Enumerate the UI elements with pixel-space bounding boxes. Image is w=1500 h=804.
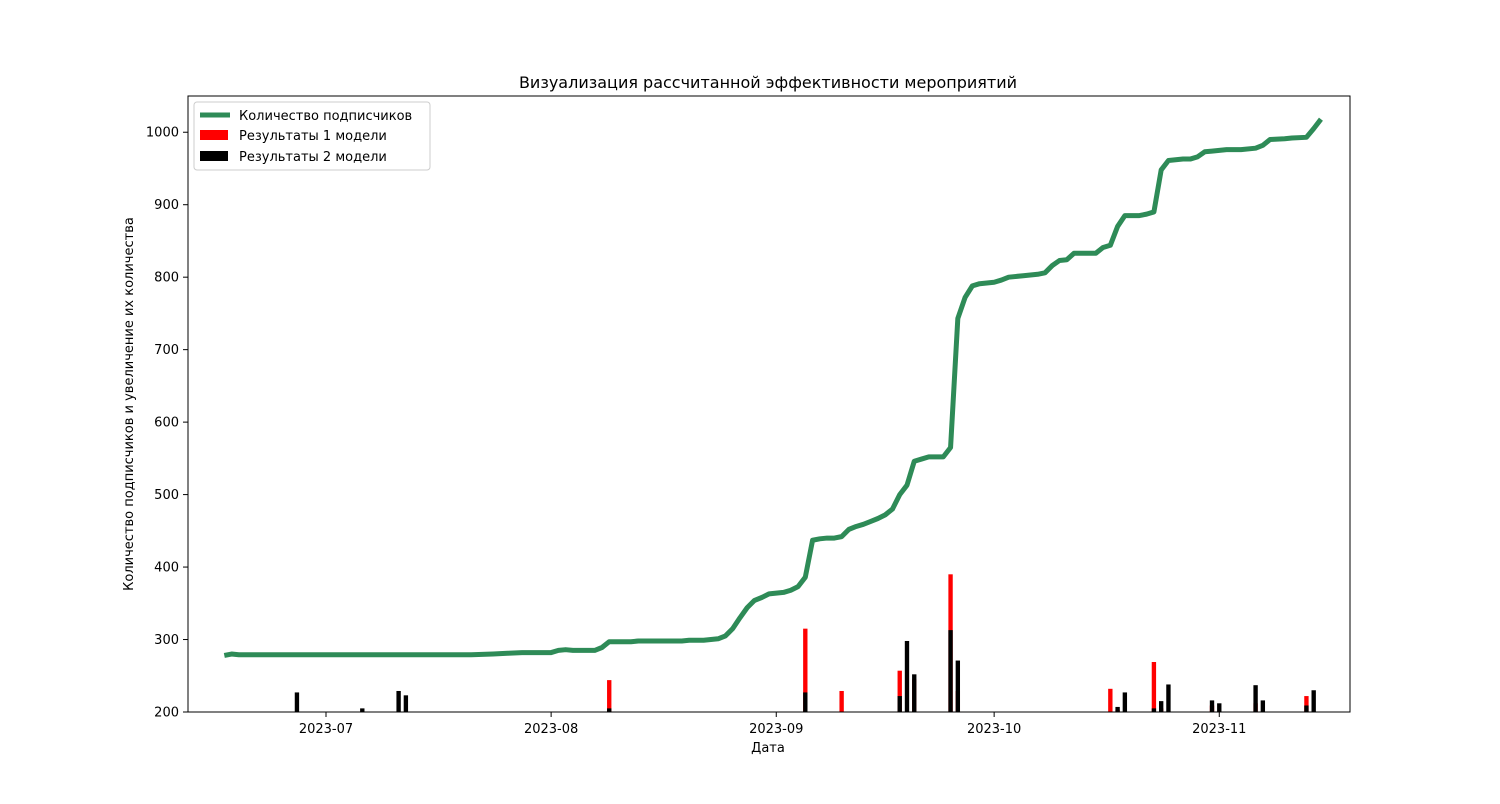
model1-bar-9 bbox=[1151, 662, 1157, 712]
legend: Количество подписчиков Результаты 1 моде… bbox=[193, 101, 431, 171]
model2-bar-11 bbox=[1115, 706, 1120, 712]
model2-bar-21 bbox=[1311, 690, 1316, 712]
model2-bar-5 bbox=[803, 692, 808, 712]
legend-swatch-model2 bbox=[200, 151, 228, 161]
y-tick-label-5: 700 bbox=[154, 343, 179, 358]
model2-bar-4 bbox=[607, 708, 612, 712]
model2-bar-13 bbox=[1151, 708, 1157, 712]
model1-bar-0 bbox=[607, 680, 612, 712]
model2-bar-19 bbox=[1260, 700, 1266, 712]
model2-bar-2 bbox=[396, 690, 401, 712]
model2-bar-12 bbox=[1122, 692, 1128, 712]
plot-frame bbox=[187, 95, 1351, 713]
model2-bar-17 bbox=[1217, 703, 1222, 712]
model2-bar-3 bbox=[403, 695, 409, 712]
y-tick-label-6: 800 bbox=[154, 271, 179, 286]
y-axis: 200 300 400 500 600 700 800 900 1000 bbox=[146, 126, 188, 721]
legend-label-subscribers: Количество подписчиков bbox=[239, 109, 412, 124]
x-tick-label-0: 2023-07 bbox=[299, 722, 353, 737]
y-tick-label-1: 300 bbox=[154, 633, 179, 648]
model1-bar-3 bbox=[897, 670, 902, 712]
model2-bar-0 bbox=[294, 692, 300, 712]
x-axis-label: Дата bbox=[751, 741, 785, 756]
y-tick-label-3: 500 bbox=[154, 488, 179, 503]
model1-bar-7 bbox=[1108, 688, 1113, 712]
x-tick-label-1: 2023-08 bbox=[524, 722, 578, 737]
y-tick-label-7: 900 bbox=[154, 198, 179, 213]
model2-bar-10 bbox=[955, 660, 961, 712]
model2-bar-16 bbox=[1209, 700, 1215, 712]
model2-bar-18 bbox=[1253, 685, 1258, 712]
x-tick-label-3: 2023-10 bbox=[967, 722, 1021, 737]
y-axis-label: Количество подписчиков и увеличение их к… bbox=[122, 217, 137, 591]
x-tick-label-2: 2023-09 bbox=[749, 722, 803, 737]
model2-bar-6 bbox=[897, 696, 902, 712]
chart-title: Визуализация рассчитанной эффективности … bbox=[519, 73, 1017, 92]
legend-label-model2: Результаты 2 модели bbox=[239, 150, 387, 165]
y-tick-label-0: 200 bbox=[154, 706, 179, 721]
model2-bar-8 bbox=[912, 674, 917, 712]
model2-bar-9 bbox=[948, 630, 953, 712]
y-tick-label-2: 400 bbox=[154, 561, 179, 576]
x-axis: 2023-07 2023-08 2023-09 2023-10 2023-11 bbox=[299, 712, 1246, 737]
model2-bar-1 bbox=[360, 708, 365, 712]
model2-bar-14 bbox=[1159, 701, 1164, 712]
model2-bar-20 bbox=[1304, 705, 1309, 712]
model1-bar-1 bbox=[803, 628, 808, 712]
y-tick-label-4: 600 bbox=[154, 416, 179, 431]
model2-bar-15 bbox=[1166, 684, 1171, 712]
model2-bar-7 bbox=[904, 640, 910, 712]
legend-label-model1: Результаты 1 модели bbox=[239, 129, 387, 144]
legend-box bbox=[193, 101, 431, 171]
model1-bar-13 bbox=[1304, 696, 1309, 712]
y-tick-label-8: 1000 bbox=[146, 126, 179, 141]
legend-swatch-model1 bbox=[200, 130, 228, 140]
subscribers-line bbox=[223, 117, 1323, 658]
bars-model2-group bbox=[294, 630, 1316, 712]
model1-bar-2 bbox=[839, 690, 844, 712]
x-tick-label-4: 2023-11 bbox=[1192, 722, 1246, 737]
